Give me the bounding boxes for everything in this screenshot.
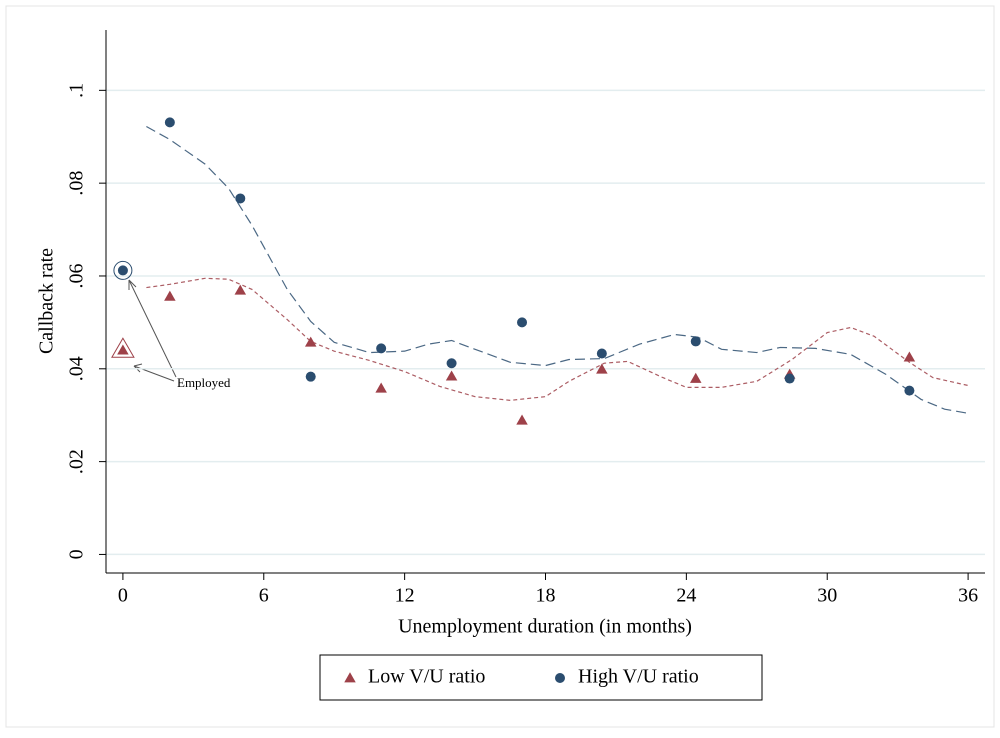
x-tick-label: 30 (817, 585, 837, 607)
circle-point (235, 193, 246, 204)
circle-point (164, 117, 175, 128)
circle-point (596, 348, 607, 359)
triangle-point (903, 351, 916, 362)
annotation: Employed (177, 375, 231, 390)
triangle-point (516, 414, 528, 425)
circle-point (784, 373, 795, 384)
triangle-point (344, 672, 356, 683)
circle-point (446, 358, 457, 369)
x-tick-label: 12 (395, 585, 415, 607)
triangle-point (234, 284, 247, 295)
circle-point (904, 385, 915, 396)
y-axis-title: Callback rate (36, 248, 58, 354)
smooth-line (146, 126, 969, 414)
circle-point (517, 317, 528, 328)
triangle-point (117, 344, 129, 355)
circle-point (117, 265, 128, 276)
x-tick-label: 18 (536, 585, 556, 607)
x-tick-label: 36 (958, 585, 978, 607)
annotation-arrow (128, 279, 177, 378)
employed-outline (111, 337, 135, 358)
y-tick-label: 0 (66, 549, 88, 559)
legend-label: High V/U ratio (578, 666, 699, 688)
circle-point (690, 336, 701, 347)
triangle-point (596, 363, 608, 374)
y-tick-label: .06 (66, 263, 88, 288)
x-tick-label: 0 (118, 585, 128, 607)
y-tick-label: .04 (66, 356, 88, 381)
triangle-point (375, 382, 387, 393)
y-tick-label: .08 (66, 171, 88, 196)
triangle-point (304, 336, 317, 347)
employed-outline (113, 260, 133, 280)
x-tick-label: 6 (259, 585, 269, 607)
arrow-head (128, 279, 137, 290)
y-tick-label: .02 (66, 449, 88, 474)
legend-box (319, 654, 763, 701)
triangle-point (690, 372, 702, 383)
x-axis-title: Unemployment duration (in months) (398, 616, 692, 638)
circle-point (555, 673, 565, 683)
triangle-point (445, 370, 458, 381)
circle-point (376, 343, 387, 354)
legend-label: Low V/U ratio (368, 666, 485, 688)
circle-point (305, 371, 316, 382)
triangle-point (164, 290, 176, 301)
y-tick-label: .1 (66, 83, 88, 98)
x-tick-label: 24 (676, 585, 696, 607)
